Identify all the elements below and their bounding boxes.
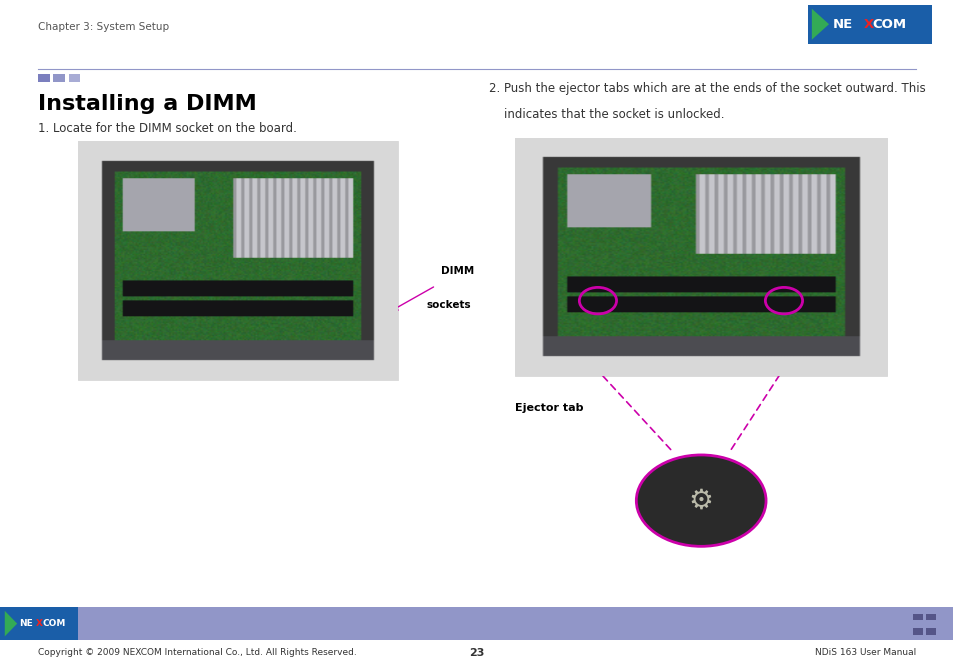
FancyBboxPatch shape [912, 614, 922, 620]
FancyBboxPatch shape [38, 74, 50, 82]
Text: COM: COM [871, 17, 905, 31]
Circle shape [636, 455, 765, 546]
FancyBboxPatch shape [53, 74, 65, 82]
FancyBboxPatch shape [925, 628, 935, 635]
Text: X: X [862, 17, 873, 31]
FancyBboxPatch shape [0, 607, 78, 640]
FancyBboxPatch shape [0, 607, 953, 640]
Text: NE: NE [19, 619, 32, 628]
FancyBboxPatch shape [912, 628, 922, 635]
Text: 23: 23 [469, 648, 484, 657]
Text: Ejector tab: Ejector tab [515, 403, 583, 413]
Text: ⚙: ⚙ [688, 487, 713, 515]
Text: indicates that the socket is unlocked.: indicates that the socket is unlocked. [489, 108, 724, 120]
Text: COM: COM [43, 619, 67, 628]
Text: Chapter 3: System Setup: Chapter 3: System Setup [38, 22, 169, 32]
Text: X: X [36, 619, 43, 628]
FancyBboxPatch shape [807, 5, 931, 44]
Text: DIMM: DIMM [440, 265, 474, 276]
Text: 1. Locate for the DIMM socket on the board.: 1. Locate for the DIMM socket on the boa… [38, 122, 296, 135]
Text: NDiS 163 User Manual: NDiS 163 User Manual [814, 648, 915, 657]
FancyBboxPatch shape [925, 614, 935, 620]
FancyBboxPatch shape [78, 141, 397, 380]
Polygon shape [811, 9, 828, 40]
Text: 2. Push the ejector tabs which are at the ends of the socket outward. This: 2. Push the ejector tabs which are at th… [489, 82, 925, 95]
FancyBboxPatch shape [515, 138, 886, 376]
Text: sockets: sockets [426, 300, 471, 310]
Text: Installing a DIMM: Installing a DIMM [38, 94, 256, 114]
FancyBboxPatch shape [69, 74, 80, 82]
Text: Copyright © 2009 NEXCOM International Co., Ltd. All Rights Reserved.: Copyright © 2009 NEXCOM International Co… [38, 648, 356, 657]
Polygon shape [5, 611, 17, 636]
Text: NE: NE [832, 17, 852, 31]
